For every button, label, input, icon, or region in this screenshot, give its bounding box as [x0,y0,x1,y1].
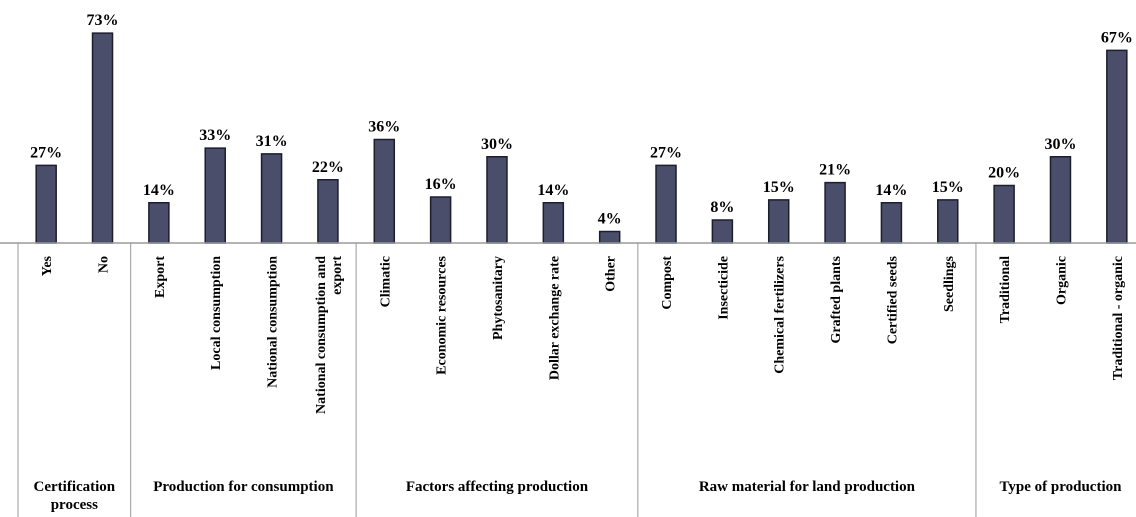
value-label: 36% [368,119,400,136]
category-label: Traditional [998,256,1013,324]
category-label: Chemical fertilizers [773,255,788,373]
category-label: Export [153,256,168,298]
bar [486,156,508,244]
group-label: Factors affecting production [406,479,589,495]
category-label: Local consumption [209,256,224,370]
category-label: Grafted plants [829,255,844,343]
bar [880,202,903,244]
group-label: Certification process [34,479,116,513]
category-label: Seedlings [942,255,957,312]
category-label: Certified seeds [885,255,900,344]
category-label: Phytosanitary [491,256,506,340]
bar [993,184,1015,244]
bar [148,202,170,244]
bar [937,199,959,244]
category-label: Organic [1054,256,1069,305]
value-label: 27% [30,144,62,161]
group-labels-layer: Certification process Production for consu… [34,479,1123,513]
bar [767,199,790,244]
bar [542,202,565,244]
category-label: Economic resources [435,255,450,374]
group-label: Type of production [999,479,1122,495]
bar [598,230,621,244]
value-label: 4% [598,211,622,228]
group-label: Raw material for land production [699,479,916,495]
value-label: 21% [819,162,851,179]
category-label: No [97,256,112,273]
category-label: National consumption andexport [314,256,345,414]
category-label: Yes [40,255,55,276]
bar [1049,156,1072,244]
bar [429,196,452,244]
bar [317,179,339,244]
value-labels-layer: 27% 73% 14% 33% 31% 22% 36% 16% 30% 14% 4% 27% 8% 15%… [30,12,1133,227]
bar [91,32,114,244]
value-label: 67% [1101,29,1133,46]
category-labels-layer: Yes No Export Local consumption National con… [40,255,1126,413]
category-label: Insecticide [716,256,731,320]
value-label: 8% [710,199,734,216]
category-label: Traditional - organic [1111,256,1126,380]
value-label: 30% [481,136,513,153]
category-label: National consumption [266,256,281,388]
bar [260,153,283,244]
category-label: Climatic [378,256,393,307]
bar [373,138,396,244]
value-label: 27% [650,144,682,161]
value-label: 14% [537,182,569,199]
bar [204,147,226,244]
bar [35,164,57,244]
group-label: Production for consumption [153,479,334,495]
bars-layer [35,32,1128,244]
bar [711,219,734,244]
value-label: 14% [875,182,907,199]
value-label: 30% [1044,136,1076,153]
value-label: 33% [199,127,231,144]
category-label: Compost [660,256,675,310]
value-label: 20% [988,165,1020,182]
value-label: 16% [425,176,457,193]
axis-layer [0,242,1136,517]
bar [824,181,846,244]
category-label: Other [604,256,619,292]
value-label: 31% [256,133,288,150]
value-label: 15% [932,179,964,196]
value-label: 73% [87,12,119,29]
category-label: Dollar exchange rate [547,256,562,380]
bar [655,164,677,244]
bar [1106,49,1128,244]
value-label: 14% [143,182,175,199]
value-label: 22% [312,159,344,176]
value-label: 15% [763,179,795,196]
